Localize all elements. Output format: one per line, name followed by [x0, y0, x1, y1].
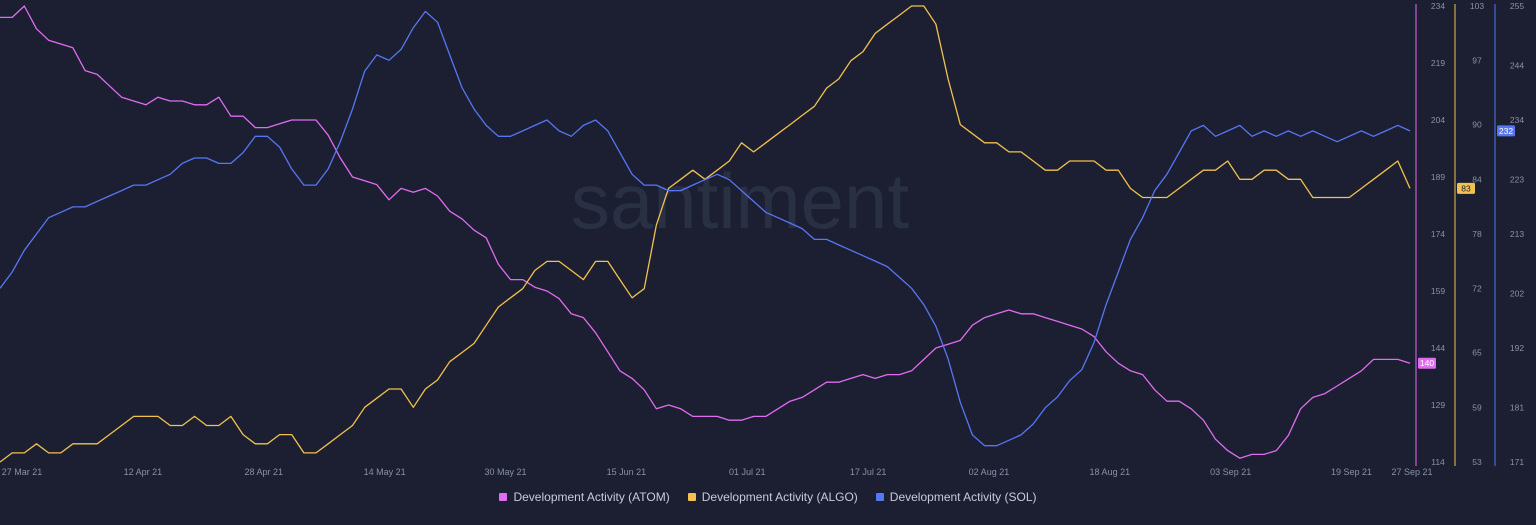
y-tick-label-sol: 255	[1510, 1, 1524, 11]
y-tick-label-sol: 181	[1510, 403, 1524, 413]
y-tick-label-algo: 59	[1472, 402, 1482, 412]
x-tick-label: 27 Mar 21	[2, 467, 43, 477]
last-value-label-atom: 140	[1420, 358, 1434, 368]
x-tick-label: 12 Apr 21	[124, 467, 163, 477]
x-tick-label: 14 May 21	[364, 467, 406, 477]
legend-swatch-atom	[499, 493, 508, 501]
y-tick-label-algo: 84	[1472, 174, 1482, 184]
y-tick-label-sol: 234	[1510, 115, 1524, 125]
last-value-label-algo: 83	[1461, 183, 1471, 193]
y-tick-label-atom: 234	[1431, 1, 1445, 11]
y-tick-label-atom: 219	[1431, 58, 1445, 68]
x-tick-label: 15 Jun 21	[607, 467, 647, 477]
legend-item-atom[interactable]: Development Activity (ATOM)	[499, 490, 670, 504]
watermark: santiment	[571, 157, 909, 245]
axis-layer: 114 129 144 159 174 189 204 219 234 140 53 59 65 72 78…	[1415, 1, 1524, 467]
last-value-badge-atom	[1418, 357, 1436, 369]
y-tick-label-sol: 192	[1510, 343, 1524, 353]
x-tick-label: 17 Jul 21	[850, 467, 887, 477]
legend: Development Activity (ATOM) Development A…	[0, 490, 1536, 504]
legend-swatch-algo	[687, 493, 696, 501]
x-tick-label: 30 May 21	[484, 467, 526, 477]
series-line-sol	[0, 10, 1411, 447]
legend-item-sol[interactable]: Development Activity (SOL)	[875, 490, 1037, 504]
legend-label-algo: Development Activity (ALGO)	[701, 490, 858, 504]
series-layer	[0, 5, 1411, 463]
y-tick-label-sol: 213	[1510, 229, 1524, 239]
y-tick-label-sol: 202	[1510, 289, 1524, 299]
legend-item-algo[interactable]: Development Activity (ALGO)	[687, 490, 858, 504]
x-tick-label: 28 Apr 21	[244, 467, 283, 477]
legend-label-sol: Development Activity (SOL)	[889, 490, 1037, 504]
y-tick-label-sol: 223	[1510, 175, 1524, 185]
y-tick-label-atom: 204	[1431, 115, 1445, 125]
y-tick-label-atom: 159	[1431, 286, 1445, 296]
x-tick-label: 27 Sep 21	[1391, 467, 1432, 477]
y-tick-label-algo: 65	[1472, 348, 1482, 358]
y-tick-label-atom: 114	[1431, 457, 1445, 467]
last-value-badge-sol	[1497, 125, 1515, 137]
y-tick-label-algo: 78	[1472, 229, 1482, 239]
y-tick-label-atom: 129	[1431, 400, 1445, 410]
y-tick-label-atom: 174	[1431, 229, 1445, 239]
y-tick-label-algo: 97	[1472, 56, 1482, 66]
series-line-atom	[0, 5, 1411, 459]
legend-label-atom: Development Activity (ATOM)	[513, 490, 670, 504]
x-tick-label: 01 Jul 21	[729, 467, 766, 477]
y-tick-label-algo: 53	[1472, 457, 1482, 467]
x-tick-label: 03 Sep 21	[1210, 467, 1251, 477]
x-tick-label: 19 Sep 21	[1331, 467, 1372, 477]
last-value-badge-algo	[1457, 182, 1475, 194]
y-tick-label-algo: 90	[1472, 120, 1482, 130]
x-tick-label: 02 Aug 21	[969, 467, 1010, 477]
x-axis: 27 Mar 21 12 Apr 21 28 Apr 21 14 May 21 30 M…	[2, 467, 1433, 477]
y-tick-label-algo: 72	[1472, 284, 1482, 294]
last-value-label-sol: 232	[1499, 126, 1513, 136]
x-tick-label: 18 Aug 21	[1090, 467, 1131, 477]
y-tick-label-algo: 103	[1470, 1, 1484, 11]
legend-swatch-sol	[875, 493, 884, 501]
y-tick-label-atom: 144	[1431, 343, 1445, 353]
y-tick-label-atom: 189	[1431, 172, 1445, 182]
y-tick-label-sol: 171	[1510, 457, 1524, 467]
y-tick-label-sol: 244	[1510, 61, 1524, 71]
